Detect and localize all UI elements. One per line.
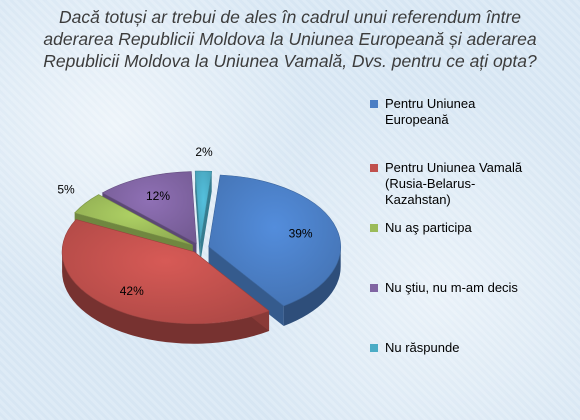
legend-item-2: Pentru Uniunea Vamală (Rusia-Belarus- Kaza…: [370, 160, 575, 208]
chart-title-line-3: Republicii Moldova la Uniunea Vamală, Dv…: [43, 51, 537, 71]
legend-label-2-line-2: (Rusia-Belarus-: [385, 176, 476, 191]
legend-label-2: Pentru Uniunea Vamală (Rusia-Belarus- Kaza…: [385, 160, 522, 208]
pie-slice-side-2: [62, 251, 270, 344]
legend-label-4: Nu ştiu, nu m-am decis: [385, 280, 518, 296]
legend-label-5-line-1: Nu răspunde: [385, 340, 460, 355]
legend-label-5: Nu răspunde: [385, 340, 459, 356]
pie-slice-edge-5-1: [200, 171, 212, 264]
legend-swatch-5: [370, 344, 378, 352]
legend-swatch-3: [370, 224, 378, 232]
pie-slice-edge-1-1: [208, 246, 284, 327]
legend-label-2-line-3: Kazahstan): [385, 192, 451, 207]
data-label-1: 39%: [289, 226, 313, 240]
chart-title-line-2: aderarea Republicii Moldova la Uniunea E…: [43, 29, 537, 49]
data-label-4: 12%: [146, 189, 170, 203]
chart-title: Dacă totuși ar trebui de ales în cadrul …: [10, 6, 570, 72]
legend-swatch-4: [370, 284, 378, 292]
legend-label-1: Pentru Uniunea Europeană: [385, 96, 475, 128]
legend-label-4-line-1: Nu ştiu, nu m-am decis: [385, 280, 518, 295]
pie-slice-side-1: [283, 246, 341, 327]
legend-swatch-1: [370, 100, 378, 108]
legend-swatch-2: [370, 164, 378, 172]
data-label-2: 42%: [120, 284, 144, 298]
legend-item-4: Nu ştiu, nu m-am decis: [370, 280, 575, 296]
legend-item-3: Nu aş participa: [370, 220, 575, 236]
legend-label-3-line-1: Nu aş participa: [385, 220, 472, 235]
pie-slice-edge-5-0: [195, 171, 201, 264]
legend-label-1-line-2: Europeană: [385, 112, 449, 127]
pie-slice-4: [101, 171, 197, 244]
legend-item-5: Nu răspunde: [370, 340, 575, 356]
data-label-3: 5%: [57, 183, 75, 197]
data-label-5: 2%: [195, 145, 213, 159]
legend-label-2-line-1: Pentru Uniunea Vamală: [385, 160, 523, 175]
pie-slice-2: [61, 219, 270, 324]
legend-item-1: Pentru Uniunea Europeană: [370, 96, 575, 128]
pie-slice-1: [208, 174, 341, 307]
chart-title-line-1: Dacă totuși ar trebui de ales în cadrul …: [58, 7, 522, 27]
legend-label-1-line-1: Pentru Uniunea: [385, 96, 476, 111]
pie-slice-5: [194, 170, 213, 244]
pie-slice-3: [74, 194, 193, 246]
legend-label-3: Nu aş participa: [385, 220, 472, 236]
